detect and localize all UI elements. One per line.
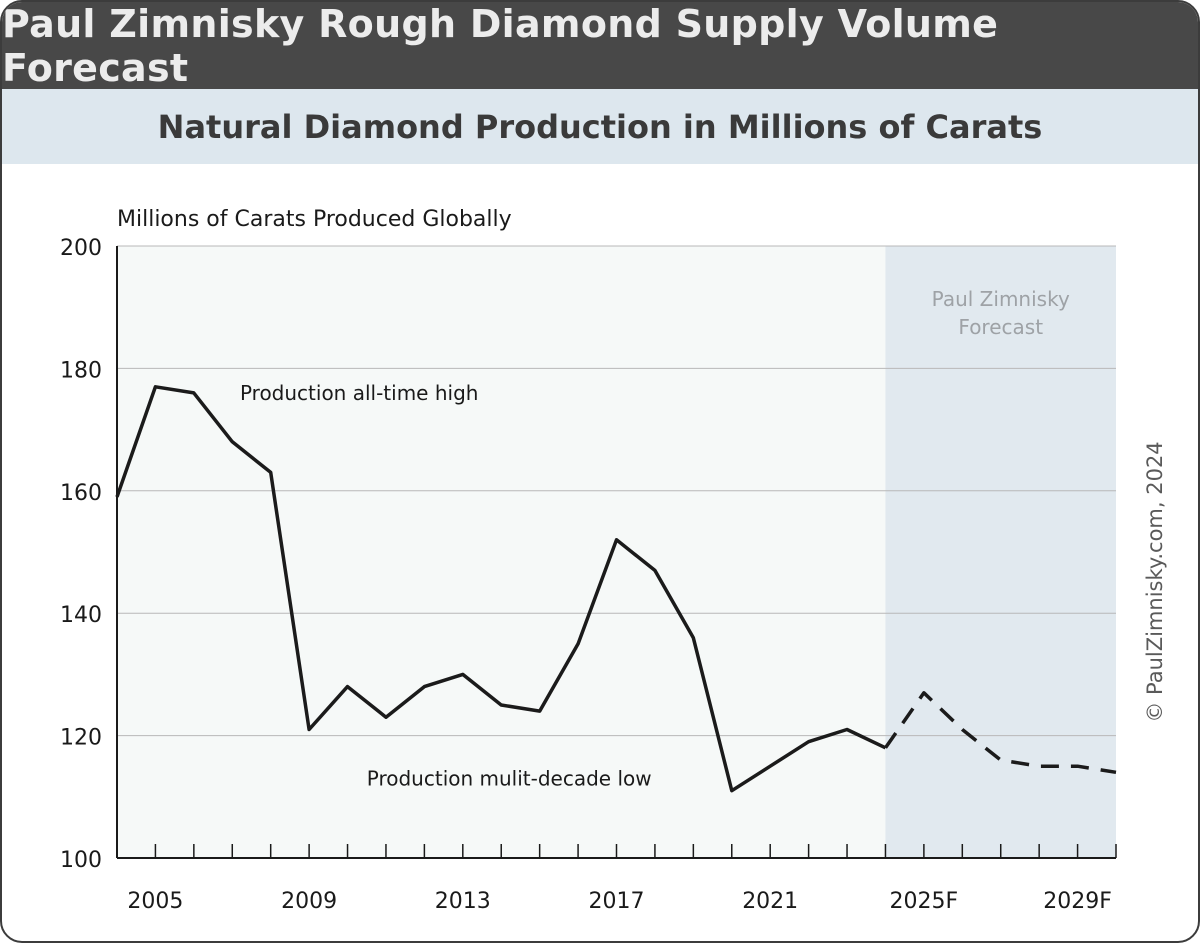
historical-series-line xyxy=(115,385,887,793)
y-tick-label: 140 xyxy=(60,603,102,628)
x-tick-label: 2029F xyxy=(1043,889,1112,914)
x-tick-label: 2013 xyxy=(435,889,491,914)
y-axis-label: Millions of Carats Produced Globally xyxy=(117,207,512,232)
annotation: Production mulit-decade low xyxy=(367,766,652,790)
y-tick-label: 120 xyxy=(60,726,102,751)
y-tick-label: 180 xyxy=(60,358,102,383)
forecast-label: Forecast xyxy=(958,315,1043,339)
forecast-series-line xyxy=(884,691,1117,775)
copyright-notice: © PaulZimnisky.com, 2024 xyxy=(1143,441,1167,722)
y-tick-label: 200 xyxy=(60,236,102,261)
forecast-region xyxy=(885,246,1116,858)
forecast-label: Paul Zimnisky xyxy=(932,287,1070,311)
x-tick-label: 2017 xyxy=(589,889,645,914)
y-tick-label: 100 xyxy=(60,848,102,873)
x-tick-label: 2009 xyxy=(281,889,337,914)
page-title: Paul Zimnisky Rough Diamond Supply Volum… xyxy=(2,2,1198,90)
annotation: Production all-time high xyxy=(240,381,479,405)
y-tick-label: 160 xyxy=(60,481,102,506)
x-tick-label: 2021 xyxy=(742,889,798,914)
x-tick-label: 2025F xyxy=(890,889,959,914)
chart-subtitle: Natural Diamond Production in Millions o… xyxy=(2,89,1198,164)
x-tick-label: 2005 xyxy=(127,889,183,914)
